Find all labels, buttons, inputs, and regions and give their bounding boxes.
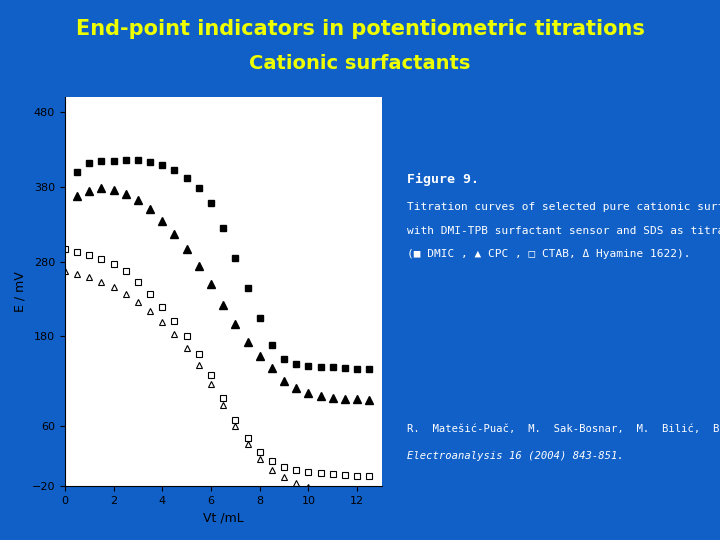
Text: End-point indicators in potentiometric titrations: End-point indicators in potentiometric t… xyxy=(76,19,644,39)
Text: R.  Matešić-Puač,  M.  Sak-Bosnar,  M.  Bilić,  B.S.  Grabarić,: R. Matešić-Puač, M. Sak-Bosnar, M. Bilić… xyxy=(407,424,720,434)
X-axis label: Vt /mL: Vt /mL xyxy=(203,511,243,524)
Text: (■ DMIC , ▲ CPC , □ CTAB, Δ Hyamine 1622).: (■ DMIC , ▲ CPC , □ CTAB, Δ Hyamine 1622… xyxy=(407,249,690,259)
Text: Electroanalysis 16 (2004) 843-851.: Electroanalysis 16 (2004) 843-851. xyxy=(407,451,624,461)
Text: Figure 9.: Figure 9. xyxy=(407,173,479,186)
Text: with DMI-TPB surfactant sensor and SDS as titrant: with DMI-TPB surfactant sensor and SDS a… xyxy=(407,226,720,236)
Y-axis label: E / mV: E / mV xyxy=(13,271,26,312)
Text: Cationic surfactants: Cationic surfactants xyxy=(249,54,471,73)
Text: Titration curves of selected pure cationic surfactants: Titration curves of selected pure cation… xyxy=(407,202,720,213)
